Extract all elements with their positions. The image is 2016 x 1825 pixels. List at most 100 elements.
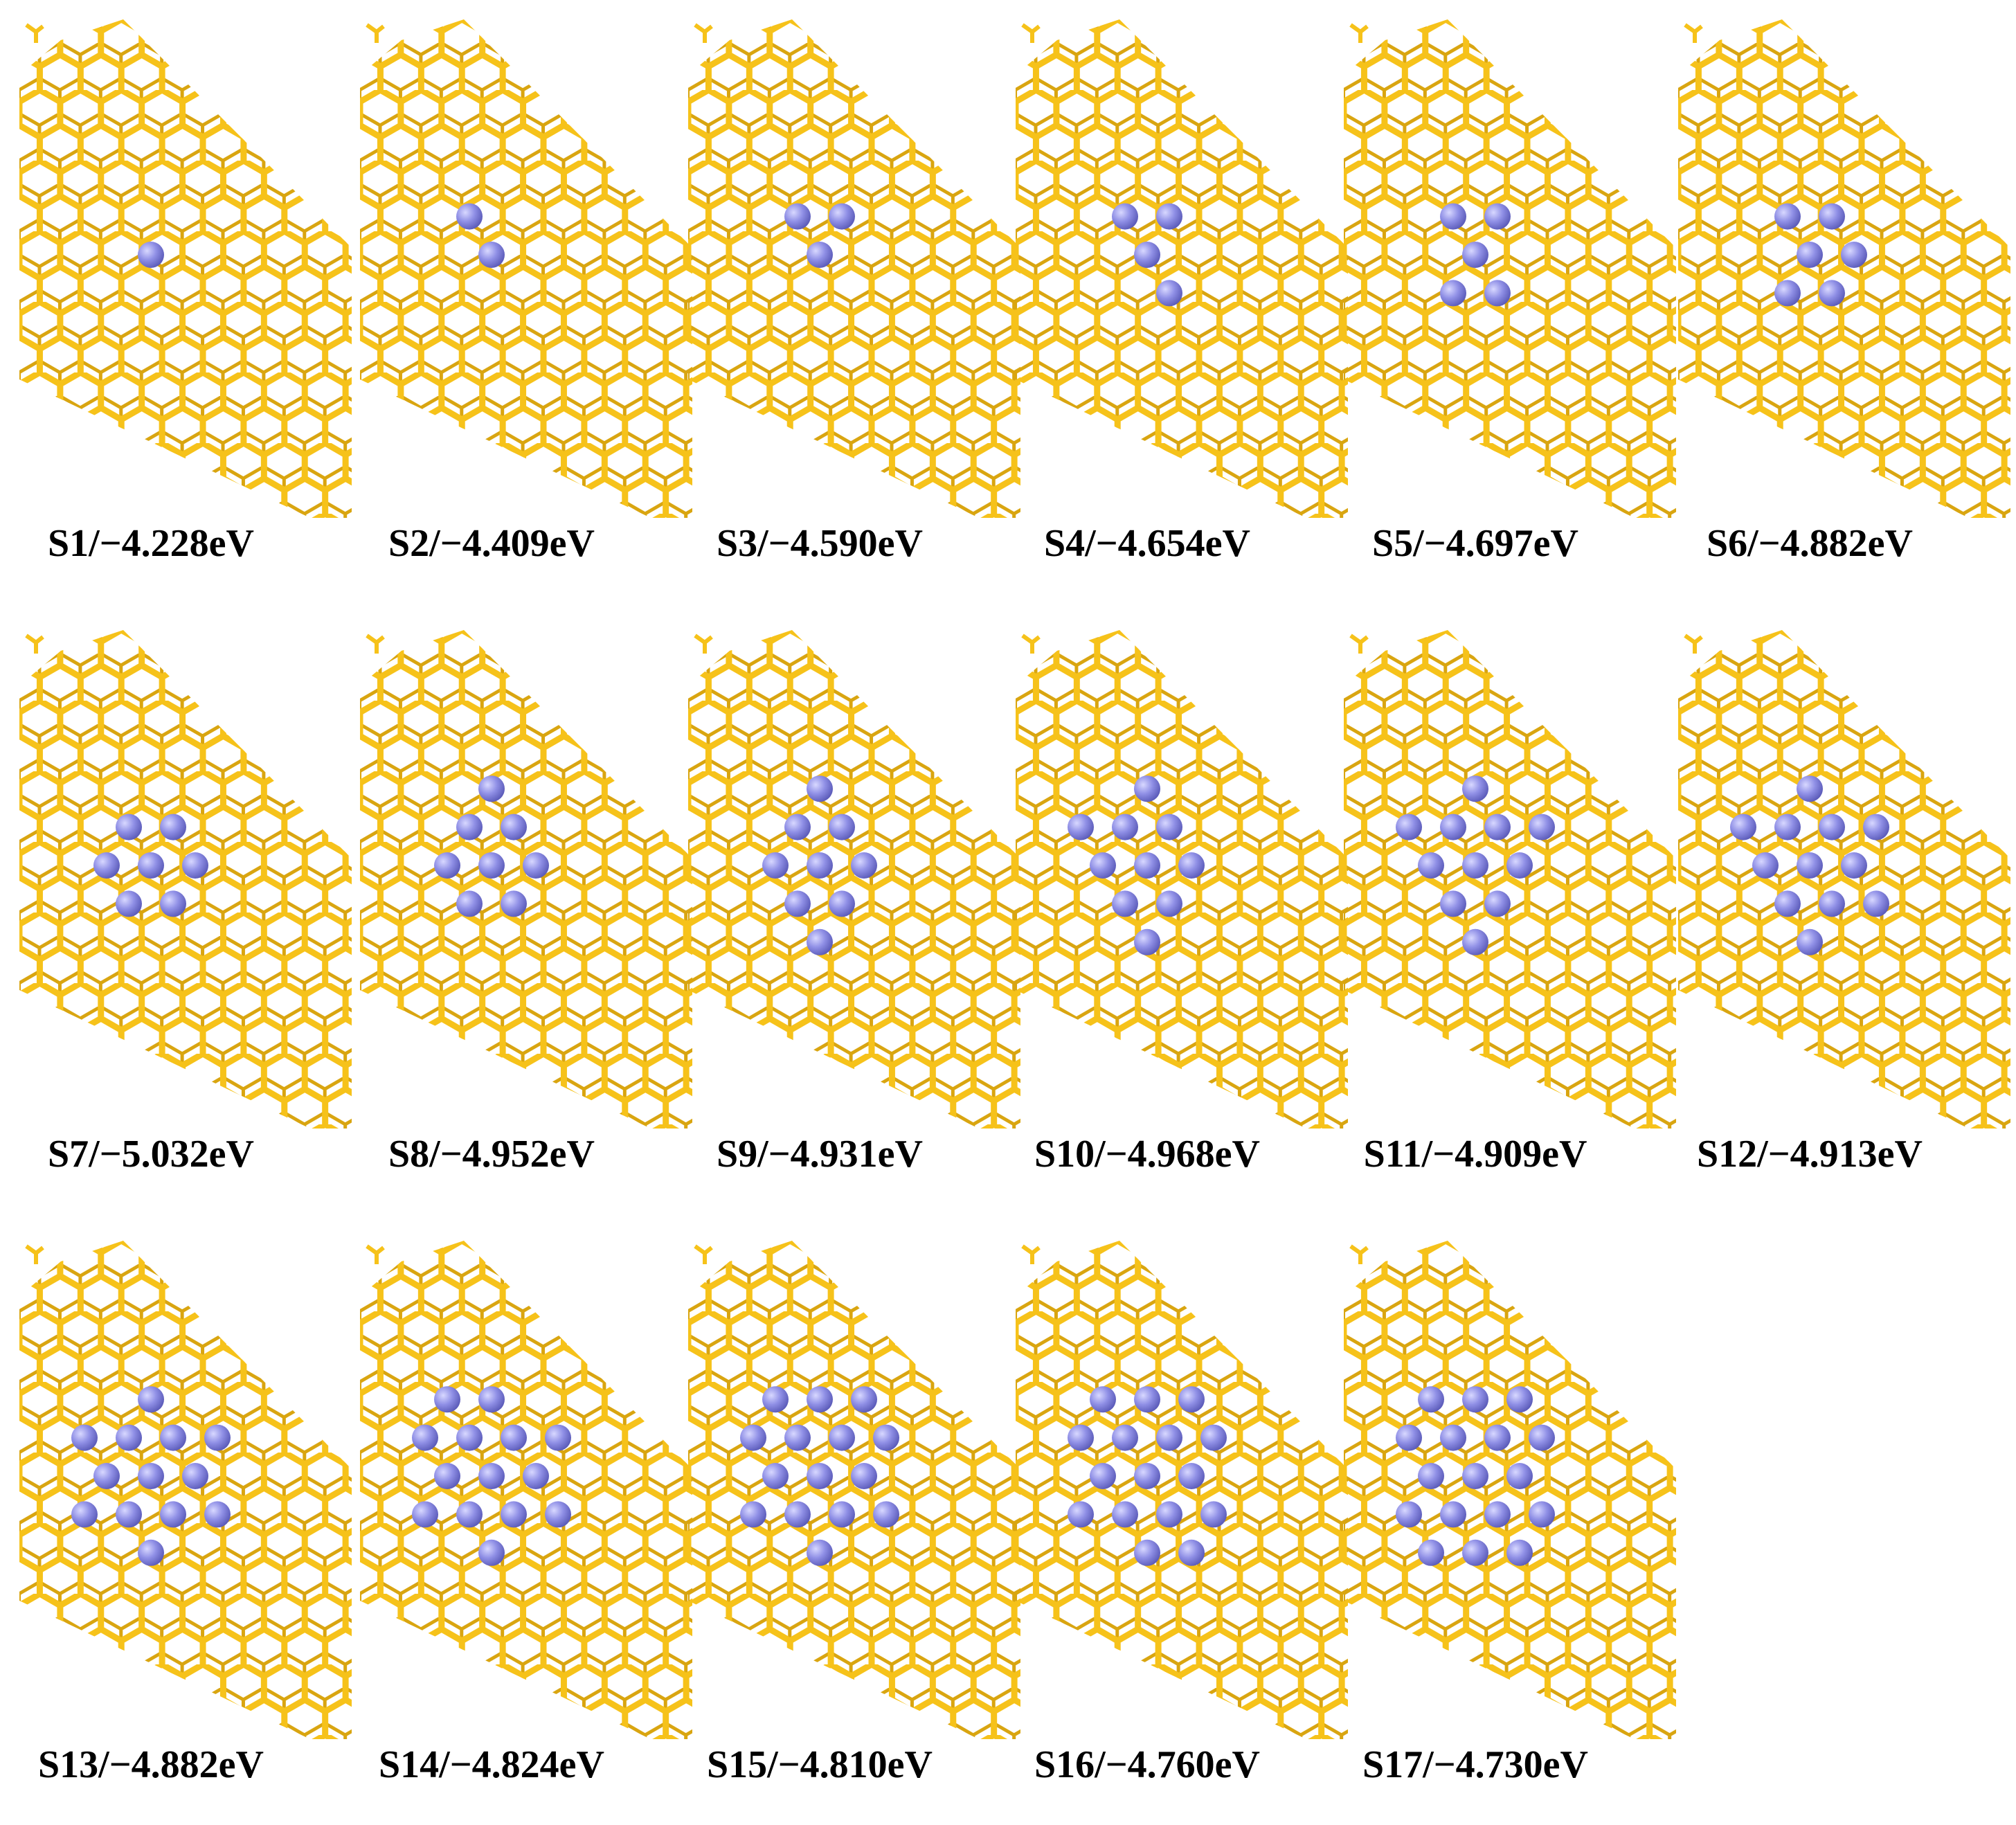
adsorbed-atom [434,852,460,879]
lattice-upper [1016,630,1348,1129]
structure-panel [1016,1241,1348,1739]
lattice [1344,630,1676,1129]
bond-stub [1349,633,1369,654]
adsorbed-atom [807,1463,833,1489]
bond-stub [694,633,713,654]
adsorbed-atom [1506,1386,1533,1413]
adsorbed-atom [1506,852,1533,879]
lattice-upper [1016,19,1348,518]
adsorbed-atom [138,1463,164,1489]
adsorbed-atom [1440,813,1466,840]
adsorbed-atom [523,852,549,879]
panel-label: S10/−4.968eV [1034,1133,1260,1176]
adsorbed-atom [807,1386,833,1413]
adsorbed-atom [501,1501,527,1528]
structure-panel [1344,19,1676,518]
adsorbed-atom [138,242,164,268]
structure-panel [688,1241,1020,1739]
adsorbed-atom [1156,890,1182,917]
adsorbed-atom [1156,1501,1182,1528]
adsorbed-atom [116,1501,142,1528]
adsorbed-atom [784,890,811,917]
adsorbed-atom [1484,890,1511,917]
structure-panel [19,1241,352,1739]
adsorbed-atom [1797,775,1823,802]
panel-label: S7/−5.032eV [48,1133,254,1176]
bond-stub [1021,1244,1041,1264]
adsorbed-atom [1484,280,1511,307]
lattice-upper [19,630,352,1129]
adsorbed-atom [762,852,789,879]
panel-label: S17/−4.730eV [1362,1743,1588,1786]
adsorbed-atom [1418,1386,1444,1413]
structure-panel [688,630,1020,1129]
panel-label: S14/−4.824eV [379,1743,604,1786]
adsorbed-atom [1134,1463,1160,1489]
bond-stub [694,1244,713,1264]
adsorbed-atom [851,1386,877,1413]
lattice-upper [1678,630,2010,1129]
adsorbed-atom [1819,890,1845,917]
adsorbed-atom [434,1386,460,1413]
adsorbed-atom [829,813,855,840]
adsorbed-atom [501,813,527,840]
lattice [360,1241,692,1739]
bond-stub [1021,633,1041,654]
adsorbed-atom [478,242,505,268]
adsorbed-atom [1440,1424,1466,1451]
adsorbed-atom [478,1463,505,1489]
adsorbed-atom [851,1463,877,1489]
adsorbed-atom [1178,852,1205,879]
adsorbed-atom [1774,890,1801,917]
adsorbed-atom [1112,813,1138,840]
adsorbed-atom [182,852,208,879]
lattice [688,19,1020,518]
adsorbed-atom [1730,813,1756,840]
lattice [688,1241,1020,1739]
lattice [19,1241,352,1739]
adsorbed-atom [1462,928,1488,955]
adsorbed-atom [1774,813,1801,840]
lattice-upper [1016,1241,1348,1739]
adsorbed-atom [1134,928,1160,955]
adsorbed-atom [1134,1386,1160,1413]
bond-stub [366,1244,385,1264]
adsorbed-atom [456,203,483,230]
panel-label: S11/−4.909eV [1364,1133,1587,1176]
adsorbed-atom [1863,813,1889,840]
panel-label: S13/−4.882eV [38,1743,264,1786]
adsorbed-atom [478,852,505,879]
adsorbed-atom [1418,852,1444,879]
adsorbed-atom [434,1463,460,1489]
bond-stub [25,23,44,43]
adsorbed-atom [1156,280,1182,307]
bond-stub [694,23,713,43]
adsorbed-atom [1841,242,1867,268]
panel-label: S4/−4.654eV [1044,522,1250,565]
lattice [1016,1241,1348,1739]
bond-stub [25,633,44,654]
adsorbed-atom [1841,852,1867,879]
adsorbed-atom [807,1539,833,1566]
adsorbed-atom [1484,1501,1511,1528]
adsorbed-atom [160,813,186,840]
lattice [1678,19,2010,518]
panel-label: S5/−4.697eV [1372,522,1578,565]
lattice-upper [1344,19,1676,518]
adsorbed-atom [1418,1539,1444,1566]
adsorbed-atom [545,1501,571,1528]
adsorbed-atom [740,1501,766,1528]
bond-stub [1349,23,1369,43]
adsorbed-atom [1819,813,1845,840]
lattice-upper [360,1241,692,1739]
adsorbed-atom [1178,1386,1205,1413]
lattice [1344,19,1676,518]
adsorbed-atom [412,1424,438,1451]
adsorbed-atom [1462,775,1488,802]
adsorbed-atom [1797,852,1823,879]
lattice [1678,630,2010,1129]
adsorbed-atom [93,1463,120,1489]
adsorbed-atom [456,1424,483,1451]
adsorbed-atom [1863,890,1889,917]
adsorbed-atom [1090,852,1116,879]
